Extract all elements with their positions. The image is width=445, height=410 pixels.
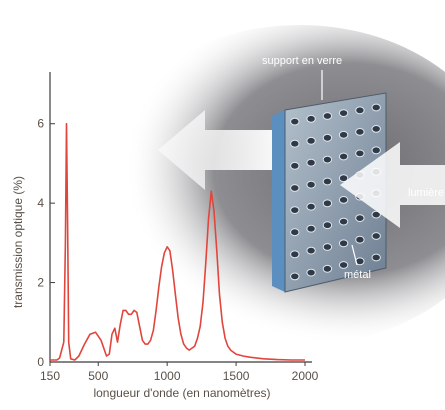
plate-hole [290,184,300,192]
x-tick-label: 1500 [223,369,250,383]
chart: 0 2 4 6 150 500 1000 1500 2000 longueur d'onde … [11,72,319,400]
y-tick-label: 6 [37,117,44,131]
plate-hole [322,199,333,208]
x-ticks: 150 500 1000 1500 2000 [40,362,319,383]
plate-hole [322,155,333,164]
plate-hole [355,128,365,136]
x-tick-label: 1000 [154,369,181,383]
label-lumiere: lumière [408,187,444,199]
glass-support [272,110,285,292]
label-metal: métal [344,269,371,281]
plate-hole [306,180,316,189]
x-tick-label: 500 [88,369,108,383]
plate-hole [338,217,349,226]
plate-hole [338,109,349,117]
plate-hole [355,235,365,244]
plate-hole [290,139,300,148]
plate-hole [322,133,333,142]
transmitted-light-arrow [158,110,275,190]
plate-hole [322,177,333,186]
illustration: support en verre métal lumière [95,25,445,345]
plate-hole [322,112,333,120]
plate-hole [338,239,349,248]
y-axis-title: transmission optique (%) [11,176,25,308]
plate-hole [371,103,381,112]
plate-hole [306,202,316,211]
plate-hole [371,210,381,219]
plate-hole [290,206,300,215]
y-tick-label: 2 [37,276,44,290]
plate-hole [290,228,300,237]
plate-hole [371,232,381,240]
plate-hole [355,106,365,115]
plate-hole [322,264,333,273]
hole-array [290,103,381,281]
plate-hole [306,114,316,123]
plate-hole [322,243,333,251]
plate-hole [306,224,316,233]
series-line [50,122,305,361]
label-bottom-pointer [351,244,358,266]
plate-hole [290,161,300,170]
plate-hole [322,221,333,230]
y-tick-label: 4 [37,196,44,210]
plate-hole [290,272,300,281]
plate-hole [338,261,349,269]
plate-hole [338,174,349,183]
plate-hole [290,117,300,126]
x-tick-label: 2000 [292,369,319,383]
plate-hole [290,250,300,259]
label-support-en-verre: support en verre [262,55,342,67]
x-axis-title: longueur d'onde (en nanomètres) [93,386,270,400]
plate-hole [355,214,365,223]
plate-hole [338,130,349,139]
plate-hole [371,124,381,133]
plate-hole [371,253,381,262]
incoming-light-arrow [340,142,445,228]
plate-hole [306,136,316,145]
y-ticks: 0 2 4 6 [37,117,55,369]
x-tick-label: 150 [40,369,60,383]
plate-hole [371,146,381,155]
plate-hole [306,246,316,255]
plate-hole [355,149,365,158]
y-tick-label: 0 [37,355,44,369]
plate-hole [306,268,316,277]
plate-hole [306,158,316,167]
plate-hole [338,196,349,204]
plate-hole [338,152,349,161]
